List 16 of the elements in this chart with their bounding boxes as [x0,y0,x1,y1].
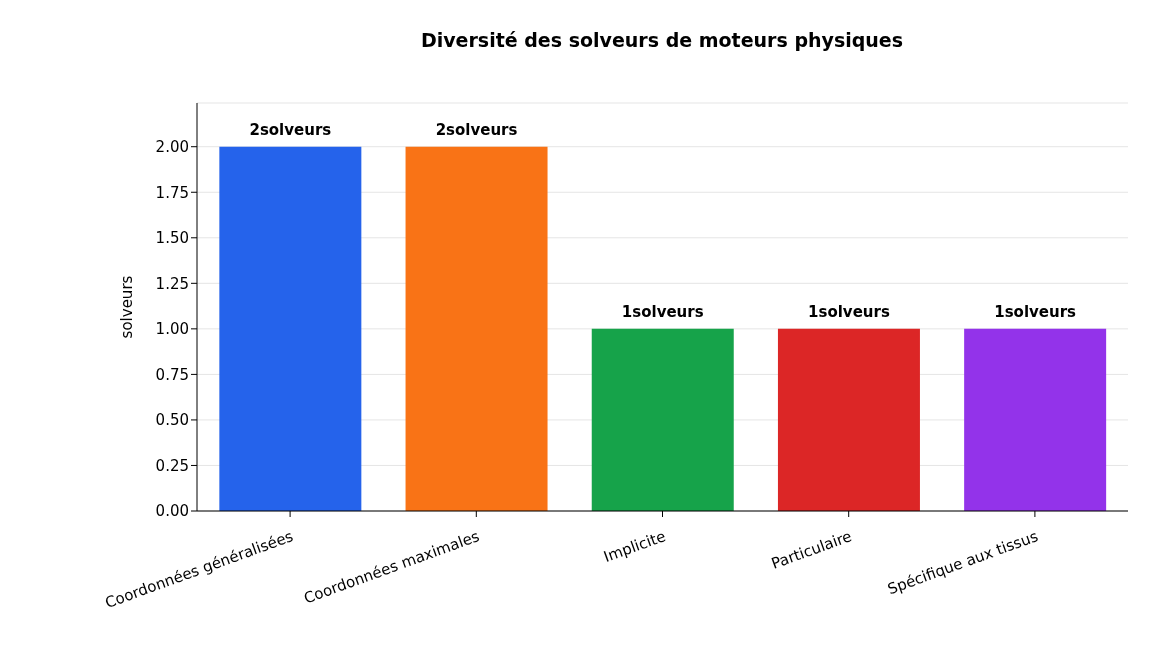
data-label: 1solveurs [808,302,890,321]
y-tick-label: 1.75 [155,183,189,202]
y-tick-label: 2.00 [155,138,189,157]
y-tick-label: 1.25 [155,274,189,293]
y-axis-title: solveurs [118,275,137,339]
chart-title: Diversité des solveurs de moteurs physiques [419,28,905,53]
y-tick-label: 1.50 [155,229,189,248]
y-tick-label: 0.00 [155,502,189,521]
data-label: 2solveurs [435,120,518,139]
y-tick-label: 1.00 [155,320,189,339]
y-tick-label: 0.25 [155,456,189,475]
data-label: 1solveurs [621,302,704,321]
y-tick-label: 0.50 [155,411,189,430]
data-label: 2solveurs [249,120,332,139]
data-label: 1solveurs [994,302,1077,321]
y-tick-label: 0.75 [155,365,189,384]
